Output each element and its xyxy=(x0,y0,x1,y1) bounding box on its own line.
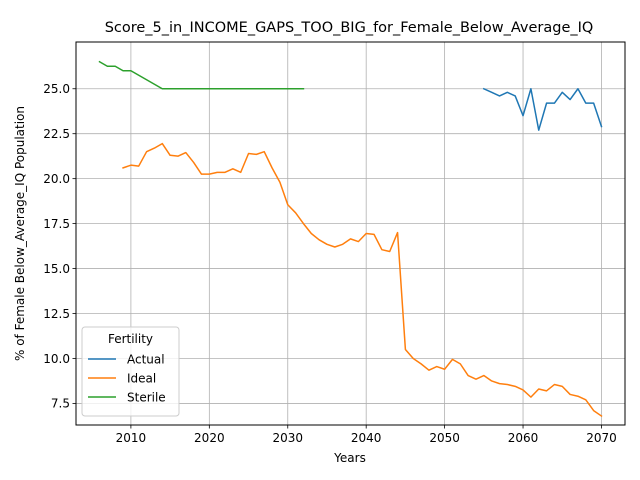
y-tick-label: 15.0 xyxy=(43,262,70,276)
x-tick-label: 2020 xyxy=(194,431,225,445)
x-tick-label: 2070 xyxy=(586,431,617,445)
x-tick-label: 2030 xyxy=(272,431,303,445)
y-tick-label: 17.5 xyxy=(43,217,70,231)
series-lines xyxy=(98,60,603,418)
legend-label-sterile: Sterile xyxy=(127,390,166,404)
legend-label-actual: Actual xyxy=(127,352,165,366)
y-tick-label: 7.5 xyxy=(51,397,70,411)
x-axis-label: Years xyxy=(333,451,366,465)
axis-ticks: 2010 2020 2030 2040 2050 2060 2070 7.5 10.0 12.5 1… xyxy=(43,82,616,445)
legend-title: Fertility xyxy=(108,332,153,346)
y-tick-label: 12.5 xyxy=(43,307,70,321)
series-line-actual xyxy=(482,87,603,131)
x-tick-label: 2040 xyxy=(351,431,382,445)
x-tick-label: 2060 xyxy=(508,431,539,445)
legend: Fertility Actual Ideal Sterile xyxy=(81,326,180,417)
y-axis-label: % of Female Below_Average_IQ Population xyxy=(13,106,27,361)
y-tick-label: 25.0 xyxy=(43,82,70,96)
legend-entries: Actual Ideal Sterile xyxy=(88,352,166,404)
chart-title: Score_5_in_INCOME_GAPS_TOO_BIG_for_Femal… xyxy=(105,20,594,36)
y-tick-label: 20.0 xyxy=(43,172,70,186)
legend-label-ideal: Ideal xyxy=(127,371,156,385)
series-line-sterile xyxy=(98,60,305,90)
x-tick-label: 2050 xyxy=(429,431,460,445)
x-tick-label: 2010 xyxy=(116,431,147,445)
legend-box xyxy=(81,326,180,417)
y-tick-label: 22.5 xyxy=(43,127,70,141)
y-tick-label: 10.0 xyxy=(43,352,70,366)
series-line-ideal xyxy=(122,142,603,418)
plot-area-frame xyxy=(75,41,626,426)
